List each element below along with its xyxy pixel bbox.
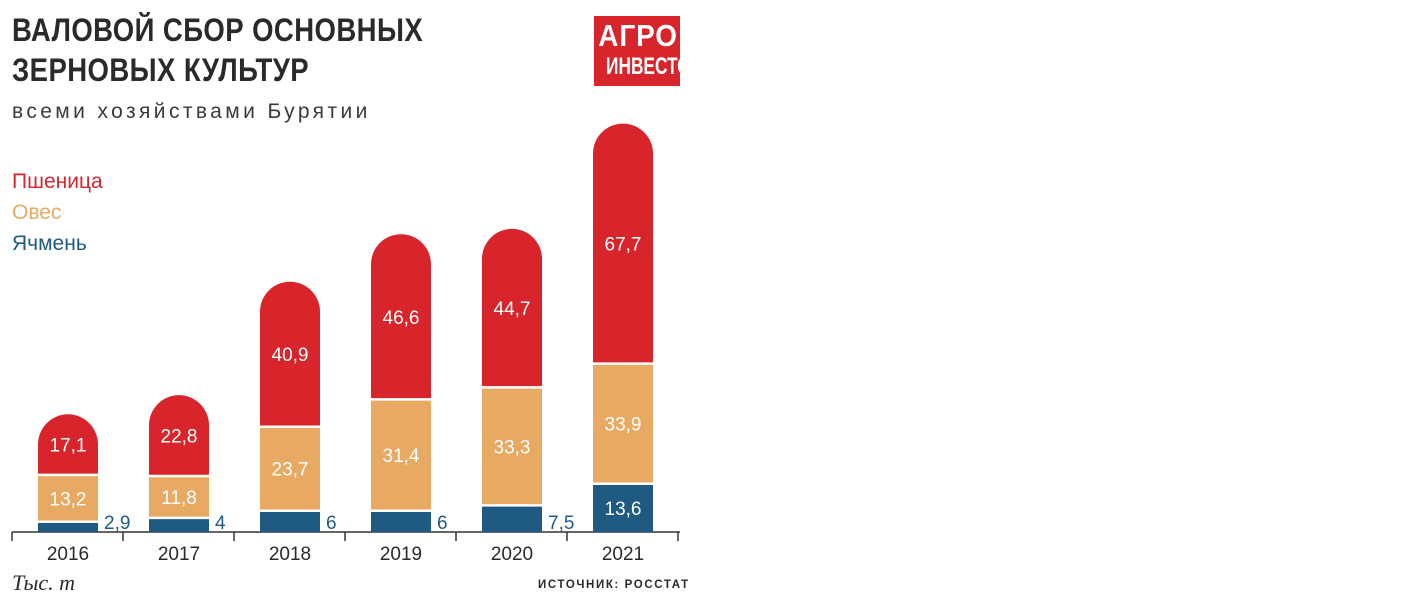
label-oats: 11,8 [161, 488, 197, 509]
label-wheat: 67,7 [605, 235, 642, 256]
label-barley: 4 [215, 513, 226, 534]
bar-oats [593, 363, 653, 484]
bar-wheat [371, 234, 431, 400]
label-oats: 33,3 [494, 437, 531, 458]
label-barley: 2,9 [104, 513, 130, 534]
logo-line-1: АГРО [598, 18, 678, 53]
bar-oats [371, 399, 431, 511]
label-wheat: 40,9 [272, 345, 309, 366]
bar-wheat [593, 123, 653, 364]
legend-item-0: Ячмень [12, 232, 87, 255]
x-tick-label: 2016 [47, 544, 89, 565]
label-barley: 13,6 [605, 499, 642, 520]
label-oats: 31,4 [383, 446, 420, 467]
bar-oats [260, 426, 320, 511]
agroinvestor-logo: АГРО ИНВЕСТОР [594, 16, 680, 86]
label-barley: 6 [326, 513, 337, 534]
bar-wheat [149, 395, 209, 476]
label-oats: 33,9 [605, 415, 642, 436]
bar-barley [149, 517, 209, 532]
bar-barley [371, 510, 431, 532]
label-wheat: 46,6 [383, 308, 420, 329]
chart-title-line-1: ВАЛОВОЙ СБОР ОСНОВНЫХ [12, 12, 424, 48]
bar-barley [38, 521, 98, 532]
label-oats: 13,2 [50, 489, 87, 510]
x-tick-label: 2021 [602, 544, 644, 565]
x-tick-label: 2020 [491, 544, 533, 565]
bar-barley [260, 510, 320, 532]
bar-wheat [260, 281, 320, 427]
label-wheat: 17,1 [50, 436, 87, 457]
bar-wheat [38, 414, 98, 475]
label-barley: 7,5 [548, 513, 574, 534]
x-tick-label: 2019 [380, 544, 422, 565]
label-barley: 6 [437, 513, 448, 534]
chart-subtitle: всеми хозяйствами Бурятии [12, 100, 371, 123]
legend-item-1: Овес [12, 201, 62, 224]
bar-oats [38, 474, 98, 522]
chart-title-line-2: ЗЕРНОВЫХ КУЛЬТУР [12, 52, 310, 88]
source-note: ИСТОЧНИК: РОССТАТ [538, 579, 690, 591]
chart-title: ВАЛОВОЙ СБОР ОСНОВНЫХ ЗЕРНОВЫХ КУЛЬТУР [12, 10, 423, 90]
stacked-bar-chart: 17,1 13,2 2,9 2016 22,8 11,8 4 2017 40,9 23,7 6 201… [11, 123, 680, 565]
bar-barley [593, 483, 653, 532]
label-wheat: 22,8 [161, 427, 198, 448]
bar-barley [482, 505, 542, 532]
label-wheat: 44,7 [494, 299, 531, 320]
legend-item-2: Пшеница [12, 170, 103, 193]
unit-label: Тыс. т [12, 570, 75, 595]
x-tick-label: 2018 [269, 544, 311, 565]
label-oats: 23,7 [272, 460, 309, 481]
logo-line-2: ИНВЕСТОР [606, 53, 680, 80]
x-tick-label: 2017 [158, 544, 200, 565]
bar-oats [482, 387, 542, 506]
chart-legend: Пшеница Овес Ячмень [12, 166, 103, 259]
bar-oats [149, 475, 209, 518]
bar-wheat [482, 228, 542, 388]
